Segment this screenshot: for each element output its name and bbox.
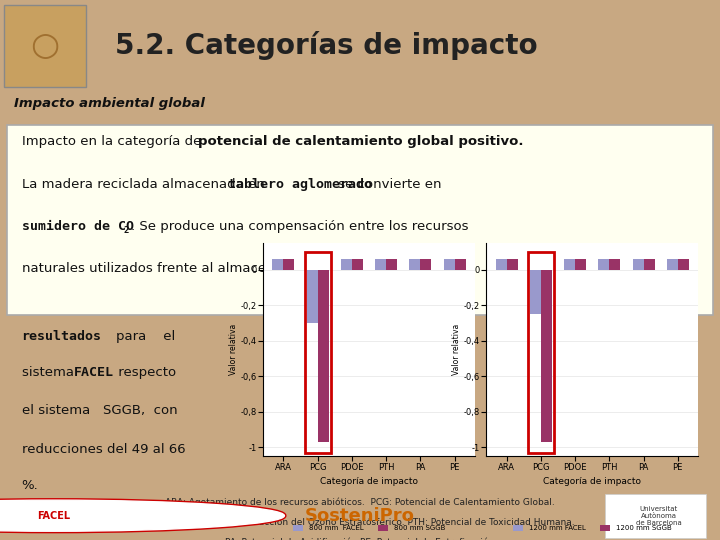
X-axis label: Categoría de impacto: Categoría de impacto xyxy=(320,477,418,486)
Bar xyxy=(633,259,644,269)
Text: . Se produce una compensación entre los recursos: . Se produce una compensación entre los … xyxy=(131,220,469,233)
Circle shape xyxy=(0,500,284,531)
X-axis label: Categoría de impacto: Categoría de impacto xyxy=(543,477,642,486)
Text: ○: ○ xyxy=(30,29,59,63)
Text: se convierte en: se convierte en xyxy=(334,178,441,191)
Text: tablero aglomerado: tablero aglomerado xyxy=(228,178,372,191)
Bar xyxy=(420,259,431,269)
Bar xyxy=(454,259,466,269)
Text: PA: Potencial de Acidificación PE: Potencial de Eutrofización: PA: Potencial de Acidificación PE: Poten… xyxy=(225,538,495,540)
Bar xyxy=(386,259,397,269)
Bar xyxy=(609,259,620,269)
Text: el sistema   SGGB,  con: el sistema SGGB, con xyxy=(22,404,177,417)
Text: FACEL: FACEL xyxy=(37,511,71,521)
Bar xyxy=(644,259,654,269)
Bar xyxy=(541,269,552,442)
Bar xyxy=(564,259,575,269)
Text: 2: 2 xyxy=(124,226,129,235)
Bar xyxy=(444,259,454,269)
Bar xyxy=(598,259,609,269)
Y-axis label: Valor relativa: Valor relativa xyxy=(228,324,238,375)
Text: ARA: Agotamiento de los recursos abióticos.  PCG: Potencial de Calentamiento Glo: ARA: Agotamiento de los recursos abiótic… xyxy=(165,498,555,507)
Bar xyxy=(272,259,284,269)
Text: sistema: sistema xyxy=(22,366,78,379)
Bar xyxy=(4,5,86,87)
Text: PDOE: Potencial de Destrucción del Ozono Estratósférico. PTH: Potencial de Toxic: PDOE: Potencial de Destrucción del Ozono… xyxy=(145,518,575,527)
Bar xyxy=(495,259,507,269)
Bar xyxy=(284,259,294,269)
Legend: 800 mm  FACEL, 800 mm SGGB: 800 mm FACEL, 800 mm SGGB xyxy=(290,522,448,534)
Bar xyxy=(575,259,586,269)
Legend: 1200 mm FACEL, 1200 mm SGGB: 1200 mm FACEL, 1200 mm SGGB xyxy=(510,522,674,534)
Text: %.: %. xyxy=(22,478,38,491)
Bar xyxy=(530,269,541,314)
Bar xyxy=(605,494,706,538)
FancyBboxPatch shape xyxy=(7,125,713,315)
Bar xyxy=(307,269,318,323)
Text: naturales utilizados frente al almacenamiento de CO: naturales utilizados frente al almacenam… xyxy=(22,262,374,275)
Bar xyxy=(375,259,386,269)
Bar xyxy=(507,259,518,269)
Text: reducciones del 49 al 66: reducciones del 49 al 66 xyxy=(22,442,185,456)
Bar xyxy=(341,259,352,269)
Y-axis label: Valor relativa: Valor relativa xyxy=(451,324,461,375)
Text: respecto: respecto xyxy=(114,366,176,379)
Text: Impacto en la categoría de: Impacto en la categoría de xyxy=(22,135,205,148)
Bar xyxy=(352,259,363,269)
Text: resultados: resultados xyxy=(22,330,102,343)
Bar xyxy=(410,259,420,269)
Text: FACEL: FACEL xyxy=(74,366,114,379)
Bar xyxy=(678,259,689,269)
Text: Impacto ambiental global: Impacto ambiental global xyxy=(14,97,205,110)
Bar xyxy=(667,259,678,269)
Bar xyxy=(528,252,554,453)
Text: sumidero de CO: sumidero de CO xyxy=(22,220,134,233)
Text: potencial de calentamiento global positivo.: potencial de calentamiento global positi… xyxy=(198,135,523,148)
Text: La madera reciclada almacenada en: La madera reciclada almacenada en xyxy=(22,178,269,191)
Bar xyxy=(305,252,330,453)
Text: 2: 2 xyxy=(344,269,350,278)
Text: para    el: para el xyxy=(99,330,176,343)
Text: 5.2. Categorías de impacto: 5.2. Categorías de impacto xyxy=(115,31,538,60)
Text: SosteniPro: SosteniPro xyxy=(305,507,415,525)
Text: Universitat
Autònoma
de Barcelona: Universitat Autònoma de Barcelona xyxy=(636,505,682,526)
Bar xyxy=(318,269,328,442)
